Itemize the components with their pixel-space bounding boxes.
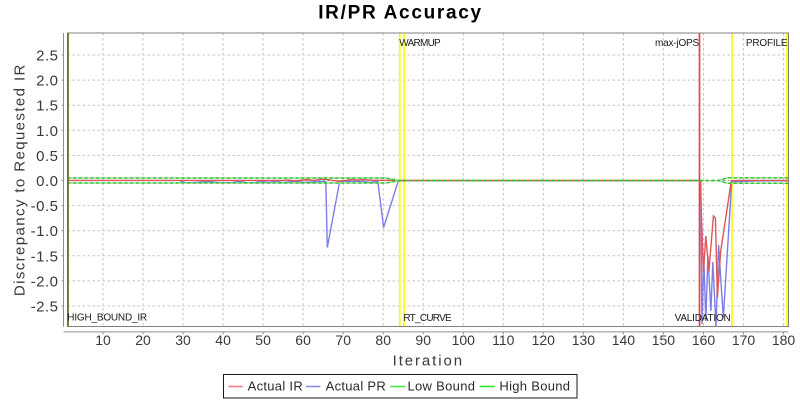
svg-text:RT_CURVE: RT_CURVE — [403, 313, 452, 324]
svg-text:10: 10 — [95, 332, 111, 348]
svg-text:max-jOPS: max-jOPS — [655, 38, 699, 49]
svg-text:-1.0: -1.0 — [31, 223, 59, 240]
svg-text:130: 130 — [572, 332, 596, 348]
svg-text:40: 40 — [215, 332, 231, 348]
svg-text:100: 100 — [452, 332, 476, 348]
svg-text:IR/PR Accuracy: IR/PR Accuracy — [318, 3, 483, 24]
svg-text:Actual PR: Actual PR — [326, 379, 387, 394]
svg-text:160: 160 — [692, 332, 716, 348]
svg-text:-0.5: -0.5 — [31, 198, 59, 215]
svg-text:0.5: 0.5 — [36, 148, 58, 165]
svg-text:Low Bound: Low Bound — [408, 379, 476, 394]
svg-text:120: 120 — [532, 332, 556, 348]
svg-text:Iteration: Iteration — [393, 352, 464, 369]
svg-text:2.5: 2.5 — [36, 48, 58, 65]
svg-text:180: 180 — [772, 332, 796, 348]
svg-text:0.0: 0.0 — [36, 173, 58, 190]
svg-text:30: 30 — [175, 332, 191, 348]
svg-text:VALIDATION: VALIDATION — [675, 313, 731, 324]
svg-text:20: 20 — [135, 332, 151, 348]
svg-text:1.5: 1.5 — [36, 98, 58, 115]
svg-text:2.0: 2.0 — [36, 73, 58, 90]
svg-text:-1.5: -1.5 — [31, 248, 59, 265]
svg-text:170: 170 — [732, 332, 756, 348]
svg-text:-2.0: -2.0 — [31, 273, 59, 290]
svg-text:110: 110 — [492, 332, 515, 348]
svg-text:HIGH_BOUND_IR: HIGH_BOUND_IR — [67, 312, 147, 323]
svg-text:90: 90 — [415, 332, 431, 348]
svg-text:60: 60 — [295, 332, 311, 348]
svg-text:High Bound: High Bound — [499, 379, 570, 394]
svg-text:PROFILE: PROFILE — [746, 38, 788, 49]
svg-text:70: 70 — [335, 332, 351, 348]
svg-text:WARMUP: WARMUP — [399, 38, 441, 49]
svg-text:-2.5: -2.5 — [31, 299, 59, 316]
svg-text:150: 150 — [652, 332, 676, 348]
svg-text:140: 140 — [612, 332, 636, 348]
svg-text:1.0: 1.0 — [36, 123, 58, 140]
svg-text:80: 80 — [375, 332, 391, 348]
svg-text:Actual IR: Actual IR — [248, 379, 303, 394]
svg-text:50: 50 — [255, 332, 271, 348]
svg-text:Discrepancy to Requested IR: Discrepancy to Requested IR — [12, 63, 29, 296]
